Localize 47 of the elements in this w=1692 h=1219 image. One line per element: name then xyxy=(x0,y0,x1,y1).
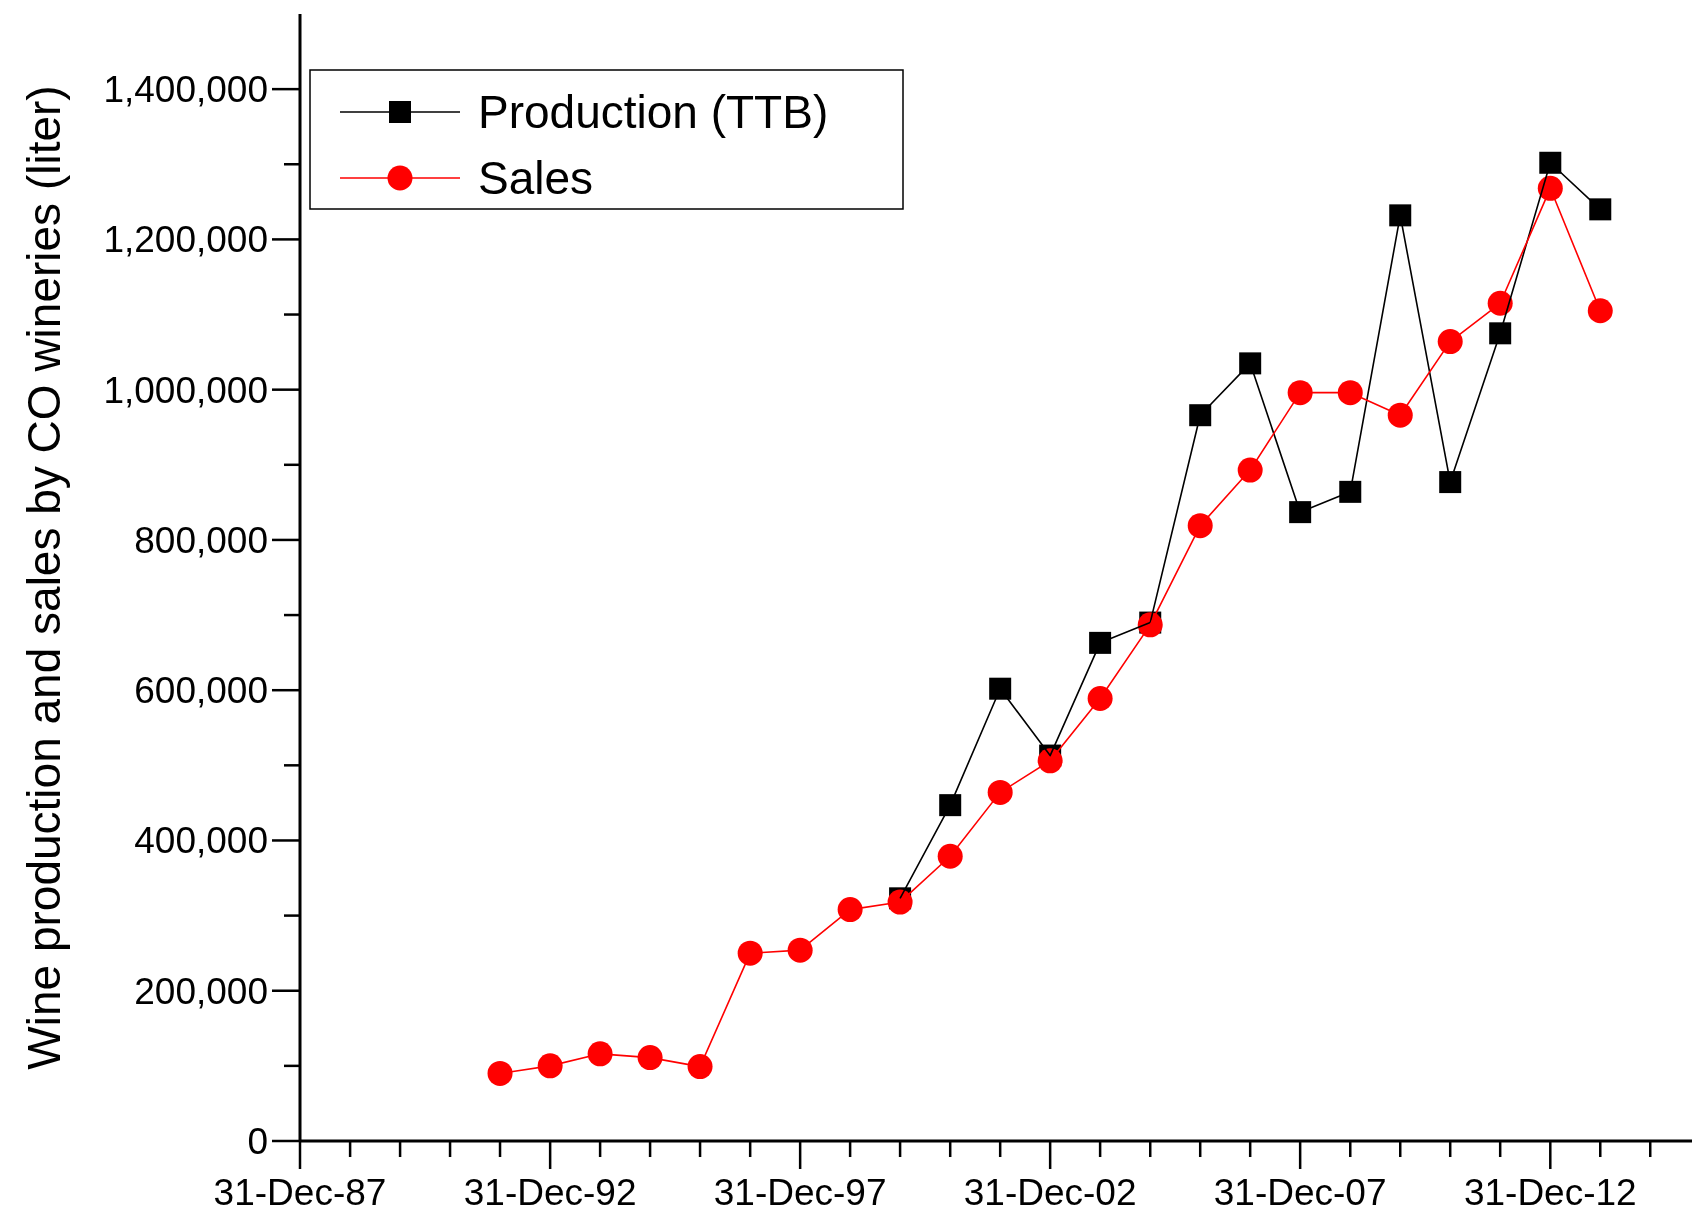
point xyxy=(1187,513,1213,539)
point xyxy=(1337,380,1363,406)
point xyxy=(1437,329,1463,355)
legend-label: Sales xyxy=(478,152,594,204)
point xyxy=(687,1054,713,1080)
x-tick-label: 31-Dec-87 xyxy=(213,1172,387,1213)
y-tick-label: 200,000 xyxy=(134,970,268,1012)
point xyxy=(939,794,962,817)
point xyxy=(737,940,763,966)
point xyxy=(787,937,813,963)
y-tick-label: 1,400,000 xyxy=(103,69,268,111)
y-tick-label: 1,000,000 xyxy=(103,369,268,411)
x-tick-label: 31-Dec-07 xyxy=(1213,1172,1387,1213)
point xyxy=(1489,322,1512,345)
point xyxy=(1339,480,1362,503)
legend-label: Production (TTB) xyxy=(478,86,829,138)
point xyxy=(1237,457,1263,483)
point xyxy=(587,1041,613,1067)
point xyxy=(537,1053,563,1079)
point xyxy=(987,779,1013,805)
point xyxy=(1587,298,1613,324)
point xyxy=(989,677,1012,700)
point xyxy=(487,1060,513,1086)
y-tick-label: 600,000 xyxy=(134,670,268,712)
x-tick-label: 31-Dec-97 xyxy=(713,1172,887,1213)
point xyxy=(1087,685,1113,711)
point xyxy=(1539,151,1562,174)
point xyxy=(637,1045,663,1071)
point xyxy=(1387,402,1413,428)
point xyxy=(1287,380,1313,406)
point xyxy=(1589,198,1612,221)
point xyxy=(1389,204,1412,227)
point xyxy=(1239,352,1262,375)
x-tick-label: 31-Dec-02 xyxy=(963,1172,1137,1213)
point xyxy=(1089,631,1112,654)
y-tick-label: 1,200,000 xyxy=(103,219,268,261)
point xyxy=(1439,471,1462,494)
point xyxy=(1289,501,1312,524)
point xyxy=(837,897,863,923)
point xyxy=(937,843,963,869)
point xyxy=(1189,404,1212,427)
x-tick-label: 31-Dec-92 xyxy=(463,1172,637,1213)
x-tick-label: 31-Dec-12 xyxy=(1463,1172,1637,1213)
y-tick-label: 800,000 xyxy=(134,519,268,561)
y-axis-title: Wine production and sales by CO wineries (liter) xyxy=(18,85,70,1070)
y-tick-label: 0 xyxy=(247,1121,268,1162)
y-tick-label: 400,000 xyxy=(134,820,268,862)
